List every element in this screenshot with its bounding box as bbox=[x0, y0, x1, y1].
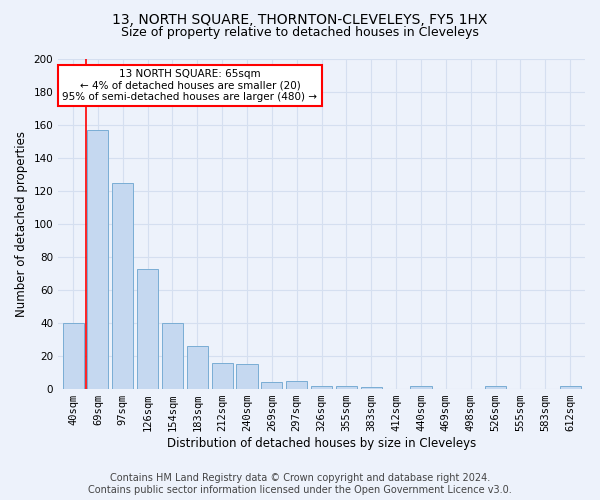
Bar bbox=[187, 346, 208, 389]
Bar bbox=[262, 382, 283, 389]
Bar bbox=[162, 323, 183, 389]
Bar bbox=[560, 386, 581, 389]
Bar bbox=[112, 183, 133, 389]
Text: Size of property relative to detached houses in Cleveleys: Size of property relative to detached ho… bbox=[121, 26, 479, 39]
Text: 13, NORTH SQUARE, THORNTON-CLEVELEYS, FY5 1HX: 13, NORTH SQUARE, THORNTON-CLEVELEYS, FY… bbox=[112, 12, 488, 26]
Y-axis label: Number of detached properties: Number of detached properties bbox=[15, 131, 28, 317]
Bar bbox=[236, 364, 257, 389]
Bar bbox=[88, 130, 109, 389]
Bar bbox=[62, 323, 83, 389]
X-axis label: Distribution of detached houses by size in Cleveleys: Distribution of detached houses by size … bbox=[167, 437, 476, 450]
Text: Contains HM Land Registry data © Crown copyright and database right 2024.
Contai: Contains HM Land Registry data © Crown c… bbox=[88, 474, 512, 495]
Bar bbox=[336, 386, 357, 389]
Bar bbox=[212, 362, 233, 389]
Bar bbox=[311, 386, 332, 389]
Bar bbox=[137, 268, 158, 389]
Text: 13 NORTH SQUARE: 65sqm
← 4% of detached houses are smaller (20)
95% of semi-deta: 13 NORTH SQUARE: 65sqm ← 4% of detached … bbox=[62, 69, 317, 102]
Bar bbox=[286, 381, 307, 389]
Bar bbox=[361, 388, 382, 389]
Bar bbox=[410, 386, 431, 389]
Bar bbox=[485, 386, 506, 389]
